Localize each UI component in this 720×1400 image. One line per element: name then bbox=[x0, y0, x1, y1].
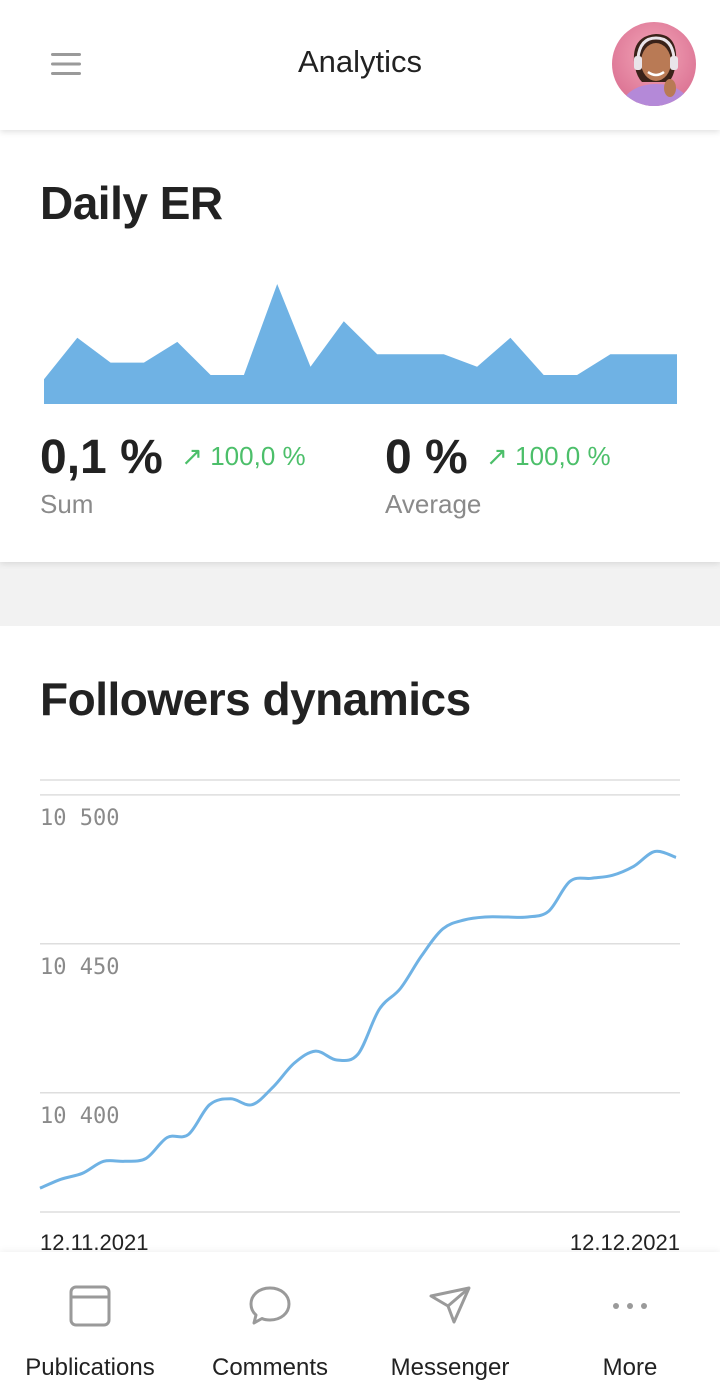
end-date-label: 12.12.2021 bbox=[569, 1230, 680, 1255]
daily-er-card: Daily ER 0,1 % ↗ 100,0 % Sum 0 % ↗ 100,0… bbox=[0, 130, 720, 562]
more-icon bbox=[606, 1282, 654, 1330]
top-app-bar: Analytics bbox=[0, 0, 720, 130]
nav-publications[interactable]: Publications bbox=[0, 1252, 180, 1400]
stat-average: 0 % ↗ 100,0 % Average bbox=[385, 430, 611, 520]
y-tick-label-2: 10 500 bbox=[40, 806, 119, 831]
daily-er-area bbox=[44, 284, 677, 404]
stat-average-change: ↗ 100,0 % bbox=[486, 441, 611, 471]
bottom-navigation: Publications Comments Messenger More bbox=[0, 1252, 720, 1400]
stat-average-value: 0 % bbox=[385, 431, 468, 484]
y-tick-label-1: 10 450 bbox=[40, 955, 119, 980]
nav-comments[interactable]: Comments bbox=[180, 1252, 360, 1400]
publications-icon bbox=[66, 1282, 114, 1330]
start-date-label: 12.11.2021 bbox=[40, 1230, 149, 1255]
stat-average-label: Average bbox=[385, 489, 482, 519]
followers-line bbox=[39, 849, 677, 1190]
followers-dynamics-title: Followers dynamics bbox=[40, 673, 471, 725]
nav-comments-label: Comments bbox=[211, 1354, 329, 1381]
daily-er-chart bbox=[44, 284, 677, 404]
nav-messenger[interactable]: Messenger bbox=[360, 1252, 540, 1400]
hamburger-menu-icon[interactable] bbox=[40, 40, 92, 88]
nav-messenger-label: Messenger bbox=[390, 1354, 510, 1381]
comments-icon bbox=[246, 1282, 294, 1330]
nav-publications-label: Publications bbox=[25, 1354, 155, 1381]
nav-more-label: More bbox=[602, 1354, 658, 1381]
user-avatar[interactable] bbox=[612, 22, 696, 106]
messenger-icon bbox=[426, 1282, 474, 1330]
stat-sum-label: Sum bbox=[40, 489, 94, 519]
followers-dynamics-chart: 10 400 10 450 10 500 bbox=[39, 779, 680, 1213]
stat-sum-change: ↗ 100,0 % bbox=[181, 441, 306, 471]
nav-more[interactable]: More bbox=[540, 1252, 720, 1400]
page-title: Analytics bbox=[297, 44, 423, 79]
stat-sum-value: 0,1 % bbox=[40, 431, 163, 484]
followers-dynamics-card: Followers dynamics 10 400 10 450 10 500 12… bbox=[0, 626, 720, 1266]
daily-er-title: Daily ER bbox=[40, 177, 223, 229]
stat-sum: 0,1 % ↗ 100,0 % Sum bbox=[40, 430, 306, 520]
y-tick-label-0: 10 400 bbox=[40, 1104, 119, 1129]
